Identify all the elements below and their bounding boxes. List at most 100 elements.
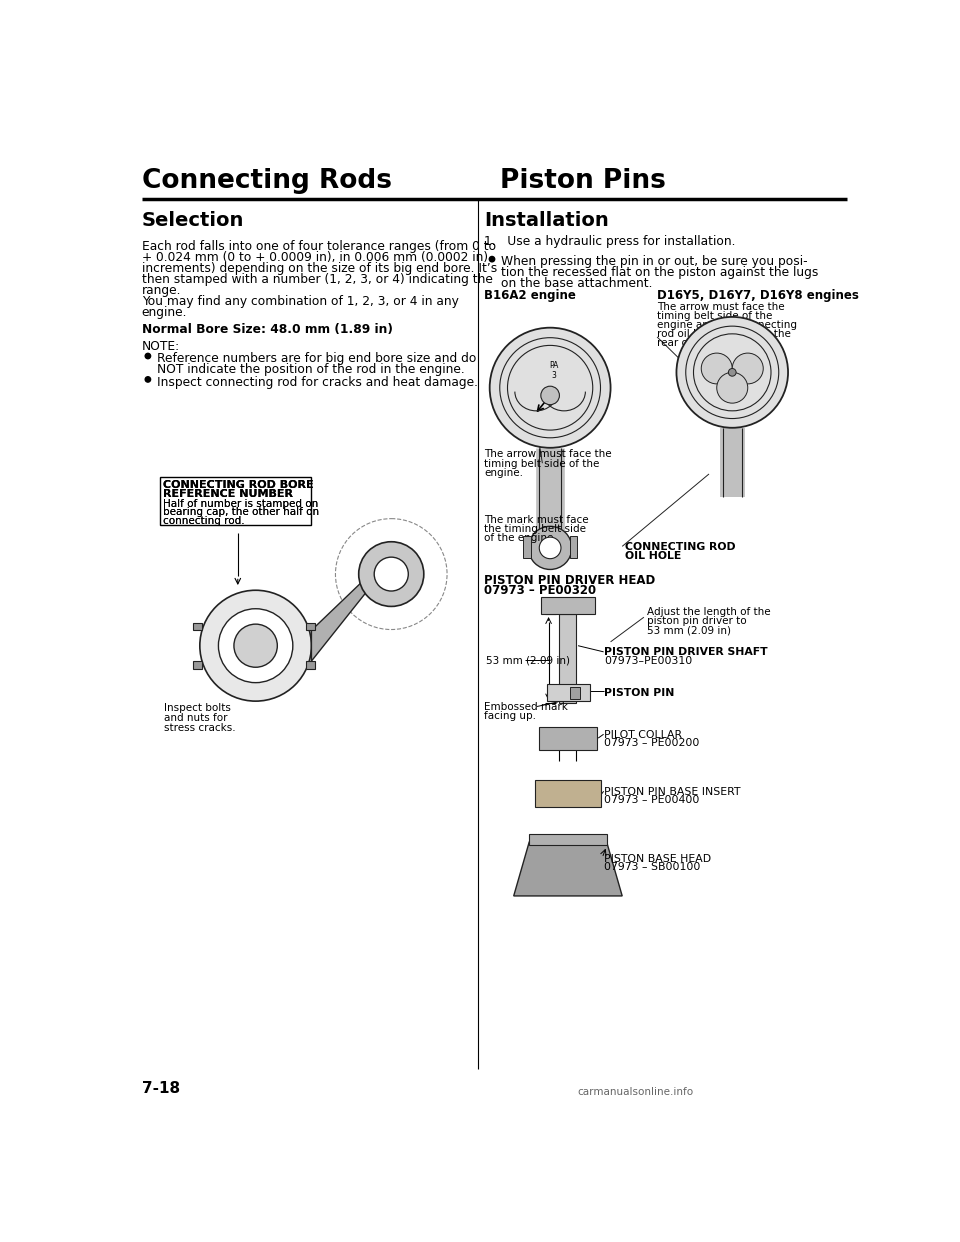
- Text: connecting rod.: connecting rod.: [162, 515, 244, 525]
- Text: Embossed mark: Embossed mark: [484, 702, 568, 712]
- Text: Inspect connecting rod for cracks and heat damage.: Inspect connecting rod for cracks and he…: [157, 375, 478, 389]
- Bar: [193, 622, 203, 630]
- Text: CONNECTING ROD: CONNECTING ROD: [625, 542, 736, 551]
- Bar: [306, 622, 315, 630]
- Circle shape: [729, 369, 736, 376]
- Text: N1: N1: [725, 391, 736, 400]
- Text: facing up.: facing up.: [484, 712, 537, 722]
- Circle shape: [540, 386, 560, 405]
- Text: D16Y5, D16Y7, D16Y8 engines: D16Y5, D16Y7, D16Y8 engines: [657, 289, 859, 302]
- Text: PA
3: PA 3: [549, 361, 559, 380]
- Text: engine.: engine.: [484, 468, 523, 478]
- Bar: [569, 687, 581, 699]
- Text: carmanualsonline.info: carmanualsonline.info: [577, 1087, 693, 1097]
- Text: stress cracks.: stress cracks.: [164, 723, 236, 734]
- Text: Adjust the length of the: Adjust the length of the: [647, 607, 771, 617]
- Text: range.: range.: [142, 283, 181, 297]
- Circle shape: [145, 353, 151, 359]
- Circle shape: [540, 537, 561, 559]
- Text: PILOT COLLAR: PILOT COLLAR: [605, 729, 683, 740]
- Text: When pressing the pin in or out, be sure you posi-: When pressing the pin in or out, be sure…: [501, 256, 808, 268]
- Bar: [306, 661, 315, 668]
- Text: OIL HOLE: OIL HOLE: [625, 551, 682, 561]
- Text: PISTON PIN DRIVER SHAFT: PISTON PIN DRIVER SHAFT: [605, 647, 768, 657]
- Polygon shape: [514, 842, 622, 895]
- Bar: [529, 835, 607, 845]
- Circle shape: [677, 317, 788, 427]
- FancyBboxPatch shape: [536, 780, 601, 807]
- Text: + 0.024 mm (0 to + 0.0009 in), in 0.006 mm (0.0002 in): + 0.024 mm (0 to + 0.0009 in), in 0.006 …: [142, 251, 488, 263]
- Circle shape: [732, 353, 763, 384]
- Text: Selection: Selection: [142, 211, 244, 230]
- Text: and nuts for: and nuts for: [164, 713, 228, 723]
- Text: Connecting Rods: Connecting Rods: [142, 168, 392, 194]
- Text: the timing belt side: the timing belt side: [484, 524, 587, 534]
- Text: Piston Pins: Piston Pins: [500, 168, 665, 194]
- Text: PISTON BASE HEAD: PISTON BASE HEAD: [605, 853, 711, 863]
- Bar: [523, 537, 531, 558]
- Circle shape: [490, 328, 611, 448]
- Text: NOT indicate the position of the rod in the engine.: NOT indicate the position of the rod in …: [157, 363, 465, 376]
- Text: CONNECTING ROD BORE: CONNECTING ROD BORE: [162, 481, 313, 491]
- Text: 1.   Use a hydraulic press for installation.: 1. Use a hydraulic press for installatio…: [484, 235, 735, 248]
- Circle shape: [145, 376, 151, 383]
- Text: 0: 0: [718, 364, 723, 373]
- Text: Each rod falls into one of four tolerance ranges (from 0 to: Each rod falls into one of four toleranc…: [142, 240, 495, 253]
- Text: 53 mm (2.09 in): 53 mm (2.09 in): [486, 656, 570, 666]
- Text: connecting rod.: connecting rod.: [162, 515, 244, 525]
- Text: 07973 – PE00400: 07973 – PE00400: [605, 795, 700, 805]
- Text: timing belt side of the: timing belt side of the: [484, 458, 600, 468]
- Text: 07973 – PE00320: 07973 – PE00320: [484, 584, 596, 597]
- Text: Installation: Installation: [484, 211, 609, 230]
- Polygon shape: [311, 569, 375, 661]
- Text: PISTON PIN BASE INSERT: PISTON PIN BASE INSERT: [605, 786, 741, 796]
- Text: Reference numbers are for big end bore size and do: Reference numbers are for big end bore s…: [157, 353, 476, 365]
- Circle shape: [528, 527, 572, 570]
- Text: rod oil hole must face the: rod oil hole must face the: [657, 329, 791, 339]
- Bar: [193, 661, 203, 668]
- Text: PISTON PIN: PISTON PIN: [605, 688, 675, 698]
- Circle shape: [219, 609, 293, 683]
- Text: timing belt side of the: timing belt side of the: [657, 310, 773, 320]
- FancyBboxPatch shape: [547, 684, 589, 702]
- Text: The arrow must face the: The arrow must face the: [484, 450, 612, 460]
- Text: then stamped with a number (1, 2, 3, or 4) indicating the: then stamped with a number (1, 2, 3, or …: [142, 273, 492, 286]
- FancyBboxPatch shape: [540, 727, 597, 750]
- Text: on the base attachment.: on the base attachment.: [501, 277, 653, 289]
- Text: CONNECTING ROD BORE: CONNECTING ROD BORE: [162, 481, 313, 491]
- Text: The mark must face: The mark must face: [484, 514, 588, 525]
- Text: B16A2 engine: B16A2 engine: [484, 289, 576, 302]
- Bar: [560, 614, 576, 703]
- Text: REFERENCE NUMBER: REFERENCE NUMBER: [162, 489, 293, 499]
- Text: increments) depending on the size of its big end bore. It’s: increments) depending on the size of its…: [142, 262, 497, 274]
- Text: bearing cap, the other half on: bearing cap, the other half on: [162, 507, 319, 517]
- FancyBboxPatch shape: [540, 597, 595, 614]
- Text: REFERENCE NUMBER: REFERENCE NUMBER: [162, 489, 293, 499]
- Text: engine.: engine.: [142, 306, 187, 318]
- Text: Half of number is stamped on: Half of number is stamped on: [162, 498, 318, 509]
- Text: 53 mm (2.09 in): 53 mm (2.09 in): [647, 626, 731, 636]
- Text: tion the recessed flat on the piston against the lugs: tion the recessed flat on the piston aga…: [501, 266, 819, 279]
- Text: 2: 2: [249, 635, 257, 648]
- Text: bearing cap, the other half on: bearing cap, the other half on: [162, 507, 319, 517]
- Text: of the engine.: of the engine.: [484, 533, 557, 543]
- Circle shape: [359, 542, 423, 606]
- Text: The arrow must face the: The arrow must face the: [657, 302, 784, 312]
- Text: Normal Bore Size: 48.0 mm (1.89 in): Normal Bore Size: 48.0 mm (1.89 in): [142, 323, 393, 335]
- Circle shape: [701, 353, 732, 384]
- Circle shape: [490, 256, 494, 262]
- Text: PISTON PIN DRIVER HEAD: PISTON PIN DRIVER HEAD: [484, 574, 656, 587]
- Text: Half of number is stamped on: Half of number is stamped on: [162, 498, 318, 509]
- Text: piston pin driver to: piston pin driver to: [647, 616, 747, 626]
- FancyBboxPatch shape: [159, 477, 311, 525]
- Text: 07973 – PE00200: 07973 – PE00200: [605, 738, 700, 748]
- Text: 07973–PE00310: 07973–PE00310: [605, 657, 692, 667]
- Text: rear of the engine.: rear of the engine.: [657, 339, 755, 349]
- Circle shape: [234, 625, 277, 667]
- Circle shape: [374, 558, 408, 591]
- Text: 7-18: 7-18: [142, 1081, 180, 1095]
- Text: 0: 0: [249, 611, 254, 621]
- Circle shape: [717, 373, 748, 404]
- Text: Inspect bolts: Inspect bolts: [164, 703, 231, 713]
- Text: NOTE:: NOTE:: [142, 340, 180, 353]
